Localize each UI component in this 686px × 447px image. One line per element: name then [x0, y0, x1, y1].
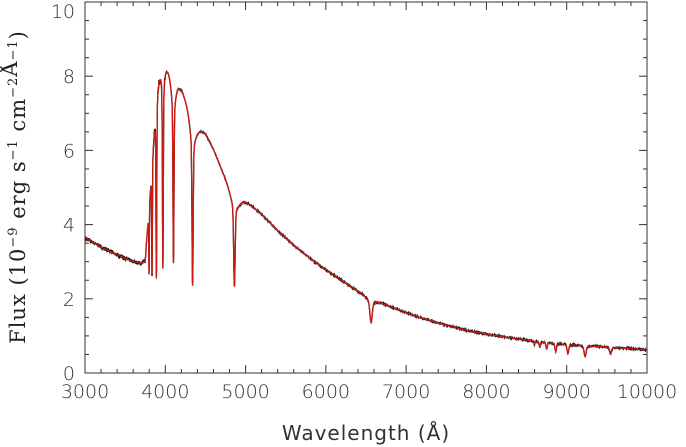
- x-tick-label: 8000: [462, 381, 510, 403]
- x-tick-label: 9000: [543, 381, 591, 403]
- y-tick-labels: 0 2 4 6 8 10: [51, 1, 75, 385]
- x-tick-label: 4000: [141, 381, 189, 403]
- x-tick-label: 3000: [61, 381, 109, 403]
- y-axis-title-exp3: −2: [6, 77, 21, 98]
- y-axis-title-prefix: Flux (10: [6, 248, 30, 344]
- x-tick-label: 7000: [382, 381, 430, 403]
- y-axis-title-suffix: ): [6, 30, 30, 39]
- y-tick-label: 4: [63, 215, 75, 237]
- x-tick-labels: 3000 4000 5000 6000 7000 8000 9000 10000: [61, 381, 677, 403]
- y-axis-title-mid2: cm: [6, 98, 30, 139]
- y-axis-title: Flux (10−9 erg s−1 cm−2Å−1): [0, 30, 30, 344]
- x-tick-label: 10000: [617, 381, 677, 403]
- y-axis-title-exp2: −1: [6, 139, 21, 160]
- y-axis-title-mid1: erg s: [6, 160, 30, 226]
- x-axis-title: Wavelength (Å): [282, 421, 450, 445]
- y-tick-label: 0: [63, 363, 75, 385]
- y-tick-label: 8: [63, 66, 75, 88]
- axis-ticks: [84, 1, 648, 374]
- model-spectrum-line: [85, 71, 647, 358]
- y-tick-label: 10: [51, 1, 75, 23]
- x-tick-label: 6000: [302, 381, 350, 403]
- y-tick-label: 6: [63, 140, 75, 162]
- y-axis-title-unit: Å: [0, 61, 22, 78]
- x-tick-label: 5000: [221, 381, 269, 403]
- plot-frame: [84, 1, 648, 374]
- y-tick-label: 2: [63, 289, 75, 311]
- y-axis-title-exp1: −9: [6, 226, 21, 247]
- observed-spectrum-line: [85, 69, 647, 358]
- y-axis-title-exp4: −1: [6, 39, 21, 60]
